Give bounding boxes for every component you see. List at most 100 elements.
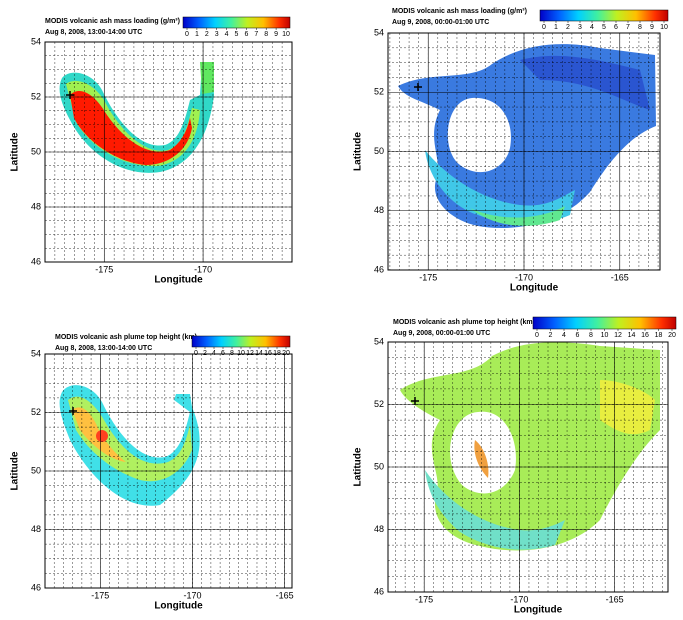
x-axis-label: Longitude: [154, 601, 203, 612]
x-tick-label: -165: [611, 272, 629, 282]
panel-title: MODIS volcanic ash mass loading (g/m³): [392, 8, 527, 15]
colorbar-tick-label: 6: [221, 350, 225, 357]
x-axis-label: Longitude: [510, 283, 559, 294]
colorbar-tick-label: 2: [205, 31, 209, 38]
colorbar-tick-label: 7: [626, 24, 630, 31]
colorbar-tick-label: 9: [274, 31, 278, 38]
panel-title: MODIS volcanic ash plume top height (km): [393, 319, 535, 326]
y-axis-label: Latitude: [353, 447, 364, 486]
colorbar-tick-label: 4: [590, 24, 594, 31]
plot-frame: [44, 353, 293, 589]
colorbar-tick-label: 8: [230, 350, 234, 357]
y-tick-label: 50: [31, 465, 41, 475]
y-tick-label: 54: [31, 348, 41, 358]
panel-title: MODIS volcanic ash mass loading (g/m³): [45, 18, 180, 25]
x-tick-label: -170: [183, 590, 201, 600]
plot-frame: [44, 41, 293, 263]
colorbar-tick-label: 4: [225, 31, 229, 38]
colorbar-tick-label: 16: [264, 350, 272, 357]
y-tick-label: 50: [31, 146, 41, 156]
plot-frame: [387, 32, 661, 271]
colorbar-tick-label: 0: [185, 31, 189, 38]
colorbar-tick-label: 10: [282, 31, 290, 38]
colorbar-tick-label: 12: [246, 350, 254, 357]
y-tick-label: 48: [31, 201, 41, 211]
colorbar-tick-label: 3: [578, 24, 582, 31]
y-tick-label: 54: [374, 27, 384, 37]
colorbar-tick-label: 10: [601, 332, 609, 339]
colorbar-tick-label: 8: [589, 332, 593, 339]
colorbar-tick-label: 0: [194, 350, 198, 357]
y-tick-label: 52: [31, 91, 41, 101]
panel-subtitle: Aug 8, 2008, 13:00-14:00 UTC: [45, 29, 142, 36]
colorbar-tick-label: 12: [614, 332, 622, 339]
colorbar-tick-label: 1: [554, 24, 558, 31]
x-tick-label: -170: [510, 594, 528, 604]
colorbar-tick-label: 10: [660, 24, 668, 31]
x-axis-label: Longitude: [514, 605, 563, 616]
y-tick-label: 52: [374, 399, 384, 409]
y-tick-label: 52: [374, 87, 384, 97]
x-tick-label: -170: [194, 264, 212, 274]
colorbar-tick-label: 0: [542, 24, 546, 31]
colorbar-tick-label: 2: [203, 350, 207, 357]
colorbar-tick-label: 18: [273, 350, 281, 357]
colorbar-tick-label: 6: [244, 31, 248, 38]
x-tick-label: -175: [91, 590, 109, 600]
colorbar-tick-label: 8: [264, 31, 268, 38]
colorbar-tick-label: 7: [254, 31, 258, 38]
y-tick-label: 46: [31, 256, 41, 266]
y-tick-label: 52: [31, 407, 41, 417]
x-tick-label: -170: [515, 272, 533, 282]
colorbar-tick-label: 0: [535, 332, 539, 339]
colorbar-tick-label: 1: [195, 31, 199, 38]
y-tick-label: 46: [31, 582, 41, 592]
plot-frame: [387, 341, 669, 593]
colorbar: [532, 316, 677, 330]
colorbar-tick-label: 5: [602, 24, 606, 31]
x-tick-label: -165: [606, 594, 624, 604]
colorbar-tick-label: 5: [235, 31, 239, 38]
colorbar: [539, 9, 669, 22]
colorbar-tick-label: 4: [212, 350, 216, 357]
y-tick-label: 46: [374, 264, 384, 274]
x-tick-label: -175: [415, 594, 433, 604]
x-tick-label: -175: [419, 272, 437, 282]
colorbar: [191, 335, 291, 348]
y-tick-label: 46: [374, 586, 384, 596]
colorbar-tick-label: 6: [576, 332, 580, 339]
colorbar-tick-label: 14: [628, 332, 636, 339]
y-tick-label: 48: [374, 205, 384, 215]
ash-plume: [59, 385, 200, 506]
x-tick-label: -165: [276, 590, 294, 600]
y-axis-label: Latitude: [353, 132, 364, 171]
colorbar-tick-label: 8: [638, 24, 642, 31]
colorbar-tick-label: 6: [614, 24, 618, 31]
colorbar-tick-label: 2: [566, 24, 570, 31]
x-tick-label: -175: [95, 264, 113, 274]
y-tick-label: 48: [31, 524, 41, 534]
y-axis-label: Latitude: [10, 132, 21, 171]
colorbar: [182, 16, 291, 29]
ash-plume: [59, 62, 214, 173]
y-tick-label: 54: [31, 36, 41, 46]
colorbar-tick-label: 18: [655, 332, 663, 339]
x-axis-label: Longitude: [154, 275, 203, 286]
y-tick-label: 50: [374, 461, 384, 471]
ash-plume: [398, 44, 656, 229]
volcano-marker: [66, 83, 422, 415]
y-tick-label: 54: [374, 336, 384, 346]
ash-plume: [400, 342, 660, 551]
panel-subtitle: Aug 8, 2008, 13:00-14:00 UTC: [55, 345, 152, 352]
colorbar-tick-label: 20: [668, 332, 676, 339]
colorbar-tick-label: 4: [562, 332, 566, 339]
panel-subtitle: Aug 9, 2008, 00:00-01:00 UTC: [392, 19, 489, 26]
colorbar-tick-label: 14: [255, 350, 263, 357]
colorbar-tick-label: 10: [237, 350, 245, 357]
y-tick-label: 50: [374, 146, 384, 156]
colorbar-tick-label: 2: [549, 332, 553, 339]
panel-title: MODIS volcanic ash plume top height (km): [55, 334, 197, 341]
colorbar-tick-label: 20: [282, 350, 290, 357]
colorbar-tick-label: 16: [641, 332, 649, 339]
